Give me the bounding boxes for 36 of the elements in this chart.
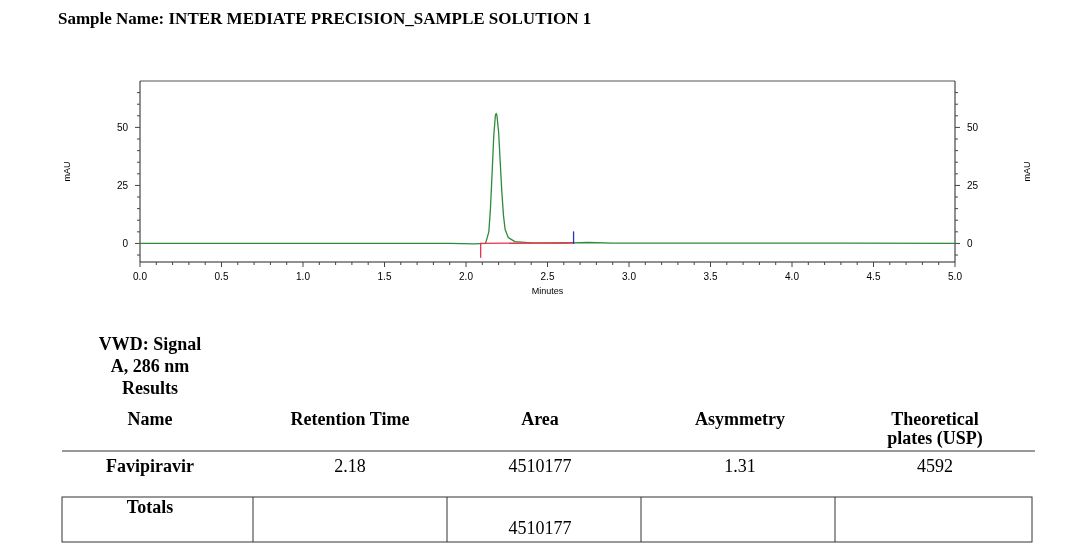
x-tick-label: 1.0 [296,271,311,282]
x-tick-label: 4.5 [866,271,881,282]
y-tick-label: 25 [116,180,129,192]
chart-title: Sample Name: INTER MEDIATE PRECISION_SAMPLE SOLUTION 1 [58,9,592,28]
text: Results [121,378,179,398]
text: 4510177 [508,456,572,476]
y2-tick-label: 50 [967,122,979,134]
y2-tick-label: 25 [967,180,979,192]
text: Name [127,409,173,429]
x-tick-label: 1.5 [377,271,392,282]
y-tick-label: 50 [116,122,129,134]
x-tick-label: 3.5 [703,271,718,282]
x-tick-label: 2.5 [540,271,555,282]
x-tick-label: 3.0 [622,271,637,282]
y-tick-label: 0 [122,238,129,250]
y2-axis-title: mAU [1022,161,1032,182]
text: 2.18 [334,456,366,476]
y2-tick-label: 0 [967,238,973,250]
x-axis-title: Minutes [531,286,564,296]
text: 4510177 [508,518,572,538]
text: A, 286 nm [110,356,190,376]
text: 1.31 [724,456,756,476]
x-tick-label: 0.0 [133,271,148,282]
x-tick-label: 2.0 [459,271,474,282]
text: Theoretical plates (USP) [887,409,983,449]
x-tick-label: 4.0 [785,271,800,282]
text: Retention Time [290,409,410,429]
text: Asymmetry [695,409,785,429]
text: Totals [126,497,174,517]
text: 4592 [917,456,953,476]
y-axis-title: mAU [62,161,72,182]
x-tick-label: 5.0 [948,271,963,282]
text: Area [521,409,559,429]
text: Favipiravir [106,456,194,476]
text: VWD: Signal [98,334,202,354]
x-tick-label: 0.5 [214,271,229,282]
